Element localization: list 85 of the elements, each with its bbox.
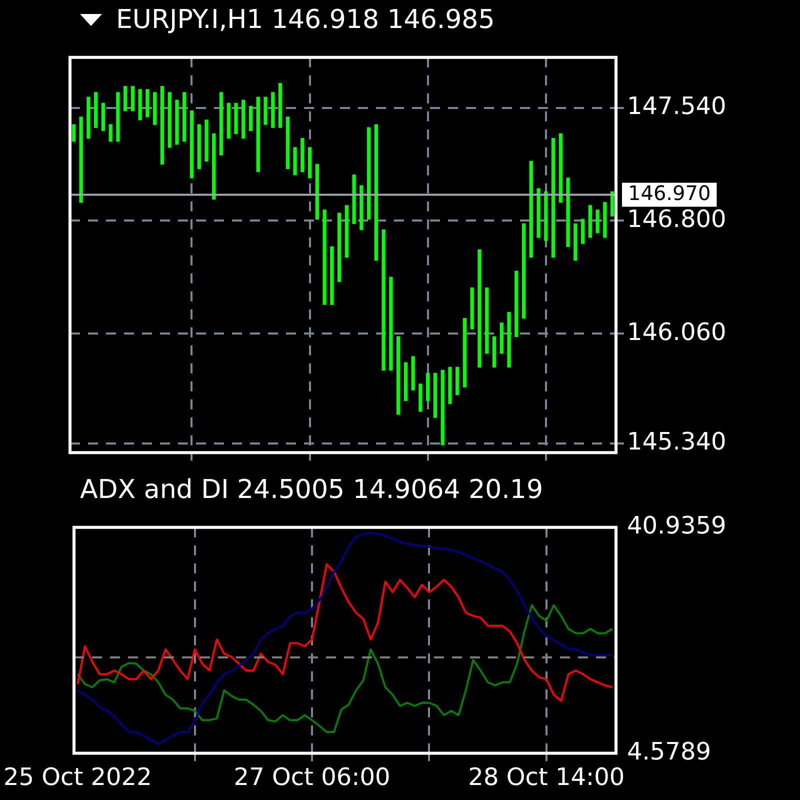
bar xyxy=(248,106,253,131)
bar xyxy=(234,102,238,134)
bar xyxy=(574,223,578,261)
bar xyxy=(175,100,179,145)
bar xyxy=(300,138,304,172)
bar xyxy=(94,92,98,128)
bar xyxy=(404,362,408,402)
bar xyxy=(197,124,201,170)
bar xyxy=(374,124,378,261)
bar xyxy=(580,218,585,244)
bar xyxy=(389,276,393,371)
bar xyxy=(551,138,556,258)
bar xyxy=(352,174,356,224)
bar xyxy=(462,318,467,388)
bar xyxy=(101,102,106,131)
bar xyxy=(278,83,282,128)
bar xyxy=(256,96,260,172)
bar xyxy=(456,366,460,395)
bar xyxy=(529,160,533,258)
bar xyxy=(514,270,518,337)
bar xyxy=(500,322,504,354)
bar xyxy=(146,89,150,118)
bar xyxy=(182,92,186,142)
y-tick-label: 146.060 xyxy=(627,318,726,346)
bar xyxy=(212,133,216,200)
y-tick-label: 4.5789 xyxy=(627,737,711,766)
bar xyxy=(204,120,208,162)
y-tick-label: 146.800 xyxy=(627,204,726,233)
bar xyxy=(478,249,482,368)
x-tick-label: 25 Oct 2022 xyxy=(3,762,152,791)
bar xyxy=(190,110,194,178)
bar xyxy=(286,116,290,170)
bar xyxy=(271,92,275,128)
bar xyxy=(485,287,489,354)
bar xyxy=(344,205,349,258)
chart-title: ADX and DI 24.5005 14.9064 20.19 xyxy=(80,475,544,505)
bar xyxy=(448,366,452,404)
x-tick-label: 28 Oct 14:00 xyxy=(468,762,625,791)
bar xyxy=(130,86,135,112)
chart-title: EURJPY.I,H1 146.918 146.985 xyxy=(116,5,495,35)
bar xyxy=(79,116,83,203)
bar xyxy=(411,356,415,390)
bar xyxy=(536,188,540,238)
bar xyxy=(544,191,548,241)
bar xyxy=(108,124,112,142)
bar xyxy=(522,223,526,319)
bar xyxy=(72,124,76,142)
bar xyxy=(160,86,164,165)
bar xyxy=(596,210,600,234)
y-tick-label: 147.540 xyxy=(627,92,726,120)
bar xyxy=(116,92,120,142)
bar xyxy=(566,178,570,247)
bar xyxy=(433,372,438,418)
bar xyxy=(168,92,172,148)
bar xyxy=(603,202,607,238)
bar xyxy=(219,92,224,156)
y-tick-label: 145.340 xyxy=(627,428,726,456)
bar xyxy=(382,229,386,371)
bar xyxy=(293,147,297,176)
ref-line-label: 146.970 xyxy=(628,180,711,205)
bar xyxy=(366,127,371,220)
bar xyxy=(124,86,128,112)
x-tick-label: 27 Oct 06:00 xyxy=(234,762,390,791)
bar xyxy=(264,96,268,125)
bar xyxy=(226,102,230,139)
bar xyxy=(440,370,444,446)
bar xyxy=(138,89,142,120)
bar xyxy=(588,205,592,238)
bar xyxy=(396,336,400,415)
bar xyxy=(153,92,157,125)
bar xyxy=(418,384,422,412)
bar xyxy=(330,246,334,305)
bar xyxy=(308,147,312,178)
bar xyxy=(242,100,246,139)
bar xyxy=(86,96,90,139)
bar xyxy=(360,185,364,230)
bar xyxy=(337,212,342,282)
bar xyxy=(426,372,430,402)
bar xyxy=(322,210,326,305)
bar xyxy=(558,133,562,203)
y-tick-label: 40.9359 xyxy=(627,512,726,540)
bar xyxy=(492,336,496,368)
bar xyxy=(470,287,474,330)
bar xyxy=(315,164,320,220)
bar xyxy=(507,312,511,368)
